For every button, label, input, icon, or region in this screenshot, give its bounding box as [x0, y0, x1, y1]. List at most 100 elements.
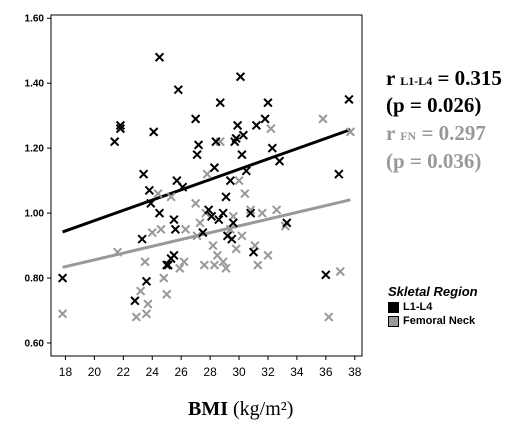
point-femoral-neck	[147, 227, 157, 238]
point-l1l4	[144, 185, 154, 195]
point-l1l4	[225, 176, 235, 186]
point-femoral-neck	[212, 250, 222, 260]
legend-swatch-femoral-neck	[388, 315, 399, 327]
legend-item-femoral-neck: Femoral Neck	[388, 315, 478, 327]
point-l1l4	[204, 205, 214, 215]
point-femoral-neck	[231, 244, 241, 254]
y-tick-label: 1.00	[25, 209, 45, 220]
point-femoral-neck	[156, 224, 166, 234]
fit-line-femoral-neck	[62, 198, 351, 269]
point-femoral-neck	[162, 289, 172, 299]
point-l1l4	[163, 260, 173, 270]
annotation-r-prefix: r	[386, 66, 401, 90]
point-femoral-neck	[208, 240, 218, 251]
point-l1l4	[260, 114, 270, 124]
point-femoral-neck	[237, 231, 247, 241]
point-l1l4	[192, 150, 202, 160]
point-l1l4	[228, 218, 238, 228]
point-femoral-neck	[209, 260, 220, 270]
y-axis: 0.60 0.80 1.00 1.20 1.40 1.60	[25, 14, 51, 350]
point-l1l4	[218, 208, 228, 218]
point-femoral-neck	[175, 263, 185, 273]
point-l1l4	[206, 211, 217, 221]
point-femoral-neck	[179, 257, 189, 267]
point-l1l4	[321, 270, 331, 280]
point-femoral-neck	[112, 247, 123, 257]
y-tick-label: 0.60	[25, 339, 45, 350]
y-tick-label: 1.60	[25, 14, 45, 25]
annotation-r-prefix: r	[386, 121, 401, 145]
x-axis: 18 20 22 24 26 28 30 32 34 36 38	[59, 356, 362, 379]
x-tick-label: 28	[203, 365, 217, 379]
point-l1l4	[235, 72, 246, 82]
point-l1l4	[130, 296, 140, 306]
x-tick-label: 32	[261, 365, 275, 379]
fit-line-l1l4	[62, 128, 351, 234]
point-l1l4	[115, 124, 126, 134]
point-femoral-neck	[195, 218, 205, 228]
x-tick-label: 38	[348, 365, 362, 379]
point-l1l4	[248, 247, 259, 257]
point-femoral-neck	[257, 208, 267, 218]
point-femoral-neck	[335, 266, 345, 277]
point-l1l4	[282, 218, 292, 228]
point-femoral-neck	[141, 309, 152, 319]
point-l1l4	[267, 143, 277, 153]
point-l1l4	[149, 127, 159, 137]
point-femoral-neck	[234, 176, 244, 186]
y-tick-label: 0.80	[25, 274, 45, 285]
annotation-p-l1l4: (p = 0.026)	[386, 93, 482, 117]
point-femoral-neck	[202, 169, 212, 179]
point-l1l4	[110, 137, 120, 147]
x-tick-label: 20	[88, 365, 102, 379]
point-femoral-neck	[131, 312, 141, 322]
point-l1l4	[172, 176, 182, 186]
point-l1l4	[246, 208, 256, 218]
x-tick-label: 24	[146, 365, 160, 379]
point-femoral-neck	[136, 286, 146, 296]
point-l1l4	[211, 137, 221, 147]
legend-swatch-l1l4	[388, 301, 399, 313]
point-femoral-neck	[221, 263, 231, 273]
point-l1l4	[231, 133, 241, 144]
x-tick-label: 36	[319, 365, 333, 379]
legend-label-l1l4: L1-L4	[403, 301, 433, 313]
point-femoral-neck	[159, 273, 169, 283]
point-femoral-neck	[192, 231, 202, 241]
x-tick-label: 26	[175, 365, 189, 379]
legend-item-l1l4: L1-L4	[388, 301, 478, 313]
legend-label-femoral-neck: Femoral Neck	[403, 315, 476, 327]
point-l1l4	[162, 260, 172, 270]
point-l1l4	[170, 224, 181, 234]
point-l1l4	[178, 182, 188, 192]
annotation-r-fn: r FN = 0.297	[386, 121, 486, 146]
point-femoral-neck	[166, 192, 176, 202]
legend: Skletal Region L1-L4 Femoral Neck	[388, 284, 478, 327]
point-femoral-neck	[57, 309, 68, 319]
point-femoral-neck	[228, 211, 238, 221]
data-points	[57, 52, 356, 322]
point-l1l4	[209, 163, 220, 173]
point-l1l4	[241, 166, 251, 176]
annotation-r-value: = 0.315	[432, 66, 502, 90]
annotation-r-value: = 0.297	[416, 121, 486, 145]
point-femoral-neck	[143, 299, 153, 309]
plot-frame	[50, 14, 363, 357]
point-l1l4	[169, 214, 179, 225]
point-l1l4	[274, 156, 285, 166]
point-l1l4	[263, 98, 273, 108]
point-l1l4	[198, 227, 208, 238]
point-l1l4	[334, 169, 344, 179]
point-l1l4	[146, 198, 156, 208]
point-femoral-neck	[153, 189, 163, 199]
point-l1l4	[238, 130, 249, 140]
point-l1l4	[169, 250, 179, 260]
point-l1l4	[141, 276, 152, 286]
annotation-r-subscript: L1-L4	[400, 74, 433, 88]
x-tick-label: 30	[232, 365, 246, 379]
point-femoral-neck	[250, 240, 260, 251]
point-l1l4	[191, 114, 201, 124]
x-tick-label: 34	[290, 365, 304, 379]
x-axis-label: BMI	[188, 398, 228, 420]
